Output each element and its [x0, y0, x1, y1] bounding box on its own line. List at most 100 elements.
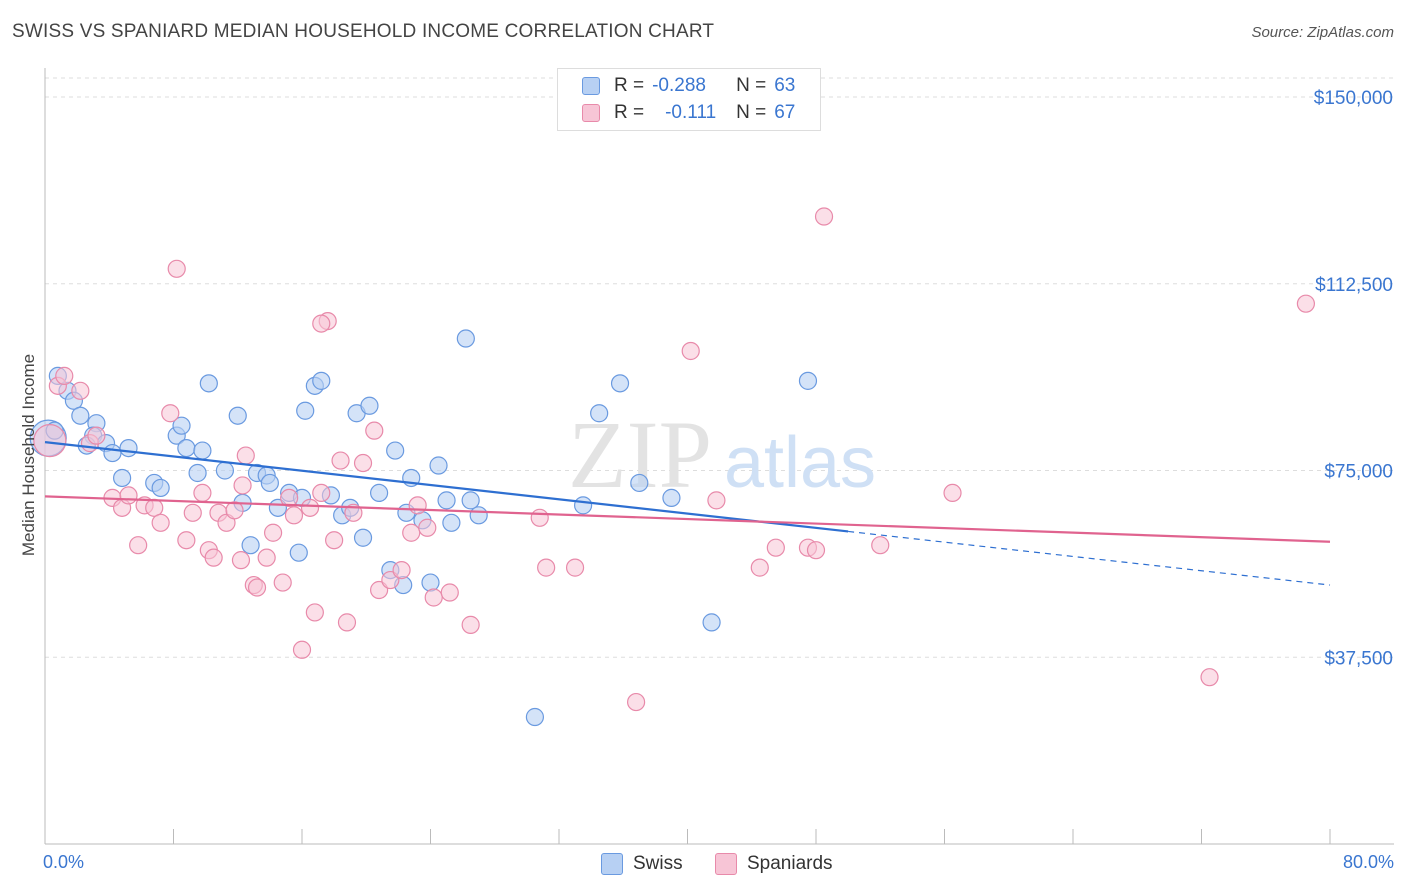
spaniards-point	[151, 513, 170, 532]
spaniards-trend-line	[44, 495, 1331, 543]
spaniards-point	[537, 558, 556, 577]
spaniards-n-label: N =	[736, 102, 767, 123]
spaniards-point	[408, 496, 427, 515]
spaniards-point	[344, 503, 363, 522]
source-label: Source: ZipAtlas.com	[1251, 24, 1394, 41]
x-tick-label-min: 0.0%	[43, 852, 85, 872]
gridlines	[45, 77, 1394, 658]
spaniards-point	[233, 476, 252, 495]
spaniards-point	[300, 498, 320, 517]
swiss-point	[215, 461, 234, 480]
spaniards-point	[193, 483, 212, 503]
spaniards-point	[325, 531, 344, 550]
spaniards-point	[331, 451, 350, 470]
swiss-point	[456, 329, 475, 348]
spaniards-point	[312, 483, 331, 503]
spaniards-point	[263, 523, 283, 542]
spaniards-point	[231, 551, 251, 570]
spaniards-point	[33, 424, 67, 458]
swiss-point	[461, 491, 480, 510]
bottom-swiss-label: Swiss	[633, 853, 683, 874]
spaniards-r-value: -0.111	[665, 102, 717, 123]
spaniards-n-value: 67	[774, 102, 796, 123]
swiss-r-label: R =	[614, 75, 645, 96]
watermark: ZIP atlas	[568, 401, 876, 508]
spaniards-point	[871, 536, 890, 555]
swiss-point	[199, 374, 218, 393]
spaniards-point	[204, 548, 223, 567]
swiss-point	[188, 463, 207, 483]
spaniards-point	[183, 503, 202, 522]
swiss-point	[429, 456, 448, 475]
spaniards-point	[418, 518, 437, 537]
spaniards-point	[440, 583, 459, 602]
y-tick-label-0: $37,500	[1324, 648, 1393, 669]
swiss-point	[386, 441, 405, 460]
swiss-point	[590, 404, 609, 423]
spaniards-point	[71, 381, 90, 400]
swiss-point	[260, 473, 279, 493]
swiss-point	[573, 496, 593, 515]
swiss-point	[360, 396, 379, 415]
spaniards-point	[119, 486, 138, 505]
spaniards-point	[129, 536, 148, 555]
swiss-point	[798, 371, 818, 390]
y-tick-label-1: $75,000	[1324, 462, 1393, 483]
y-tick-labels: $37,500 $75,000 $112,500 $150,000	[1314, 88, 1393, 669]
spaniards-point	[530, 508, 549, 527]
spaniards-point	[626, 692, 646, 712]
bottom-spaniards-label: Spaniards	[747, 853, 833, 874]
spaniards-point	[305, 603, 324, 622]
swiss-point	[151, 478, 170, 498]
y-axis-label: Median Household Income	[19, 353, 38, 557]
spaniards-point	[337, 613, 357, 632]
swiss-point	[702, 613, 721, 632]
swiss-point	[241, 536, 260, 555]
swiss-point	[469, 506, 488, 525]
spaniards-point	[236, 446, 255, 465]
spaniards-point	[565, 558, 585, 577]
swiss-point	[119, 438, 138, 458]
swiss-trend-extension	[848, 530, 1331, 586]
y-tick-label-3: $150,000	[1314, 88, 1393, 109]
spaniards-point	[87, 426, 106, 445]
spaniards-point	[225, 501, 244, 520]
spaniards-point	[392, 560, 411, 580]
trend-lines	[44, 441, 1331, 586]
swiss-point	[630, 473, 649, 493]
spaniards-point	[806, 541, 826, 560]
swiss-point	[312, 371, 331, 390]
spaniards-point	[284, 506, 304, 525]
legend-row-spaniards: R = -0.111 N = 67	[582, 101, 795, 125]
swiss-point	[662, 488, 681, 507]
swiss-point	[112, 468, 132, 488]
swiss-r-value: -0.288	[652, 75, 706, 96]
swiss-n-label: N =	[736, 75, 767, 96]
spaniards-point	[177, 531, 196, 550]
spaniards-point	[273, 573, 292, 592]
swiss-point	[193, 441, 212, 460]
swiss-point	[370, 483, 389, 503]
spaniards-point	[766, 538, 785, 557]
spaniards-point	[353, 453, 373, 473]
spaniards-point	[247, 578, 267, 597]
spaniards-point	[943, 483, 962, 503]
swiss-point	[228, 406, 247, 425]
swiss-point	[353, 528, 373, 547]
spaniards-point	[402, 523, 421, 542]
bottom-legend-spaniards: Spaniards	[715, 851, 833, 877]
correlation-legend: R = -0.288 N = 63 R = -0.111 N = 67	[557, 68, 821, 131]
swiss-n-value: 63	[774, 75, 796, 96]
spaniards-point	[167, 259, 186, 278]
spaniards-point	[312, 314, 331, 333]
spaniards-series	[33, 207, 1316, 712]
swiss-point	[437, 491, 456, 510]
spaniards-point	[707, 491, 726, 510]
spaniards-point	[292, 640, 312, 659]
swiss-point	[610, 374, 630, 393]
swiss-swatch	[582, 77, 600, 95]
swiss-point	[289, 543, 308, 562]
chart-title: SWISS VS SPANIARD MEDIAN HOUSEHOLD INCOM…	[12, 21, 715, 42]
watermark-atlas: atlas	[724, 423, 876, 503]
